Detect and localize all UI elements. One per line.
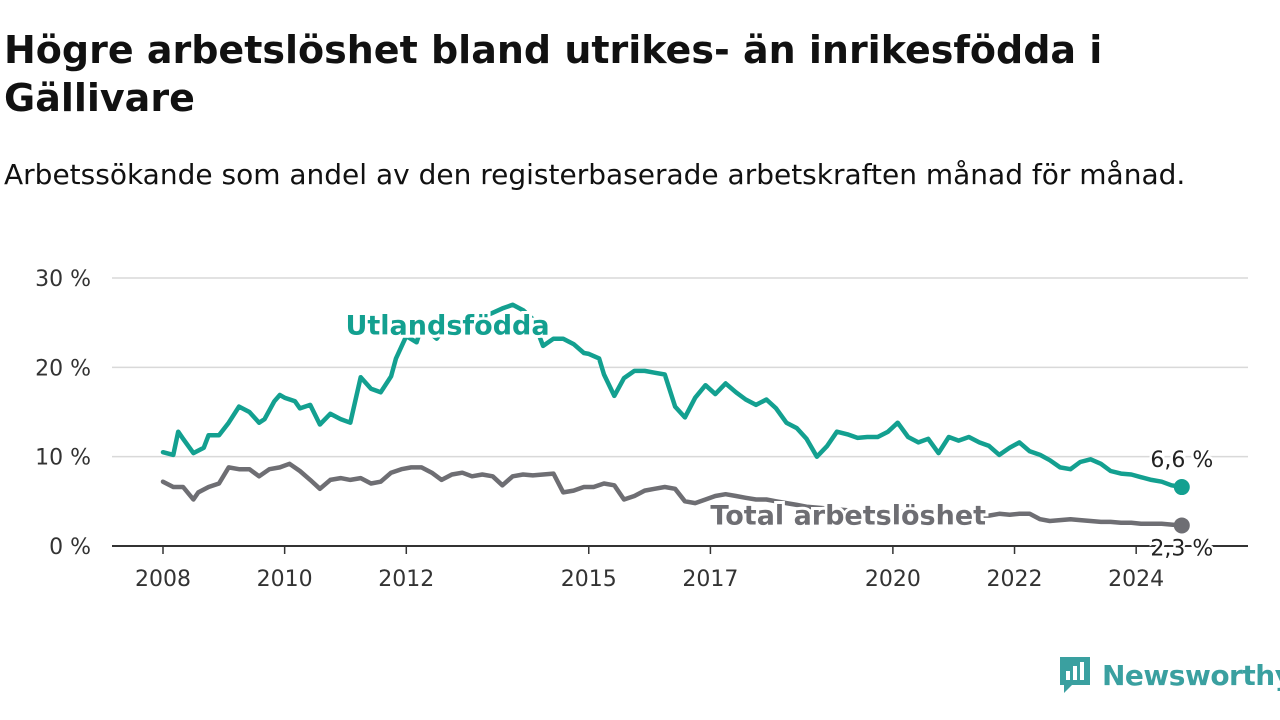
x-tick-label: 2020 [865, 567, 921, 592]
grid-lines [112, 277, 1248, 458]
series-end-label: 2,3 % [1150, 536, 1213, 561]
x-tick-label: 2012 [378, 567, 434, 592]
series-end-point [1173, 517, 1190, 534]
chart-subtitle: Arbetssökande som andel av den registerb… [4, 158, 1186, 191]
series-lines [160, 302, 1190, 534]
series-name-label: Total arbetslöshet [710, 501, 986, 532]
x-tick-label: 2017 [682, 567, 738, 592]
series-line [160, 302, 1185, 490]
series-name-label: Utlandsfödda [345, 310, 549, 341]
brand-name: Newsworthy [1102, 658, 1280, 692]
chart-title: Högre arbetslöshet bland utrikes- än inr… [4, 28, 1103, 120]
x-tick-label: 2010 [257, 567, 313, 592]
y-tick-label: 0 % [49, 535, 91, 560]
y-tick-label: 10 % [35, 446, 91, 471]
series-line [160, 461, 1185, 528]
x-tick-label: 2008 [135, 567, 191, 592]
series-end-label: 6,6 % [1150, 448, 1213, 473]
newsworthy-logo-icon [1060, 657, 1090, 693]
series-labels: 6,6 % 2,3 % Utlandsfödda Total arbetslöshet [342, 307, 1215, 564]
brand-logo: Newsworthy [1058, 655, 1280, 695]
x-tick-label: 2024 [1108, 567, 1164, 592]
x-tick-label: 2022 [987, 567, 1043, 592]
y-tick-label: 20 % [35, 356, 91, 381]
y-tick-label: 30 % [35, 267, 91, 292]
series-end-point [1173, 479, 1190, 496]
x-tick-label: 2015 [561, 567, 617, 592]
axes: 0 % 10 % 20 % 30 % 2008 2010 2012 2015 2017 2020 2… [35, 267, 1248, 592]
